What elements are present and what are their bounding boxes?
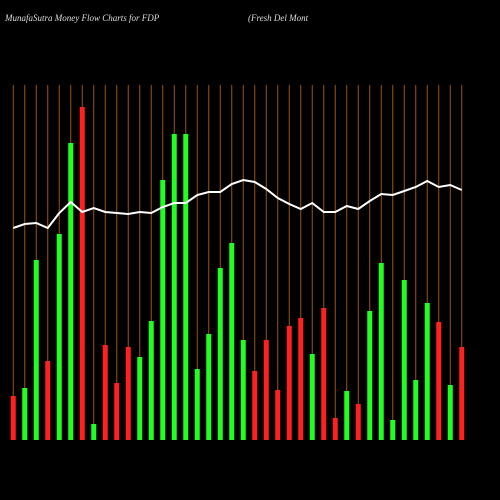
bar	[401, 280, 407, 440]
bar	[56, 234, 62, 440]
bar	[68, 143, 74, 440]
bar	[91, 424, 97, 440]
bar	[424, 303, 430, 440]
bar	[10, 396, 16, 440]
bar	[79, 107, 85, 440]
money-flow-line	[12, 178, 463, 230]
bar	[137, 357, 143, 440]
bar	[148, 321, 154, 440]
bar	[183, 134, 189, 440]
bar	[275, 390, 281, 440]
bar	[33, 260, 39, 440]
bar	[367, 311, 373, 440]
bar	[413, 380, 419, 440]
chart-subtitle: (Fresh Del Mont	[248, 13, 309, 23]
bar	[229, 243, 235, 440]
bar	[114, 383, 120, 440]
bar	[240, 340, 246, 440]
bar	[171, 134, 177, 440]
bar	[125, 347, 131, 440]
bar	[447, 385, 453, 440]
bar	[390, 420, 396, 440]
bar	[309, 354, 315, 440]
bar	[102, 345, 108, 440]
bar	[286, 326, 292, 440]
bar	[263, 340, 269, 440]
bar	[378, 263, 384, 440]
bar	[22, 388, 28, 440]
bar	[45, 361, 51, 440]
bar	[206, 334, 212, 440]
bar	[298, 318, 304, 440]
bar	[344, 391, 350, 440]
bar	[160, 180, 166, 440]
chart-title: MunafaSutra Money Flow Charts for FDP	[4, 13, 160, 23]
bar	[252, 371, 258, 440]
bar	[355, 404, 361, 440]
bar	[194, 369, 200, 440]
bar	[321, 308, 327, 440]
bar	[332, 418, 338, 440]
bar	[459, 347, 465, 440]
bar	[436, 322, 442, 440]
bar	[217, 268, 223, 440]
